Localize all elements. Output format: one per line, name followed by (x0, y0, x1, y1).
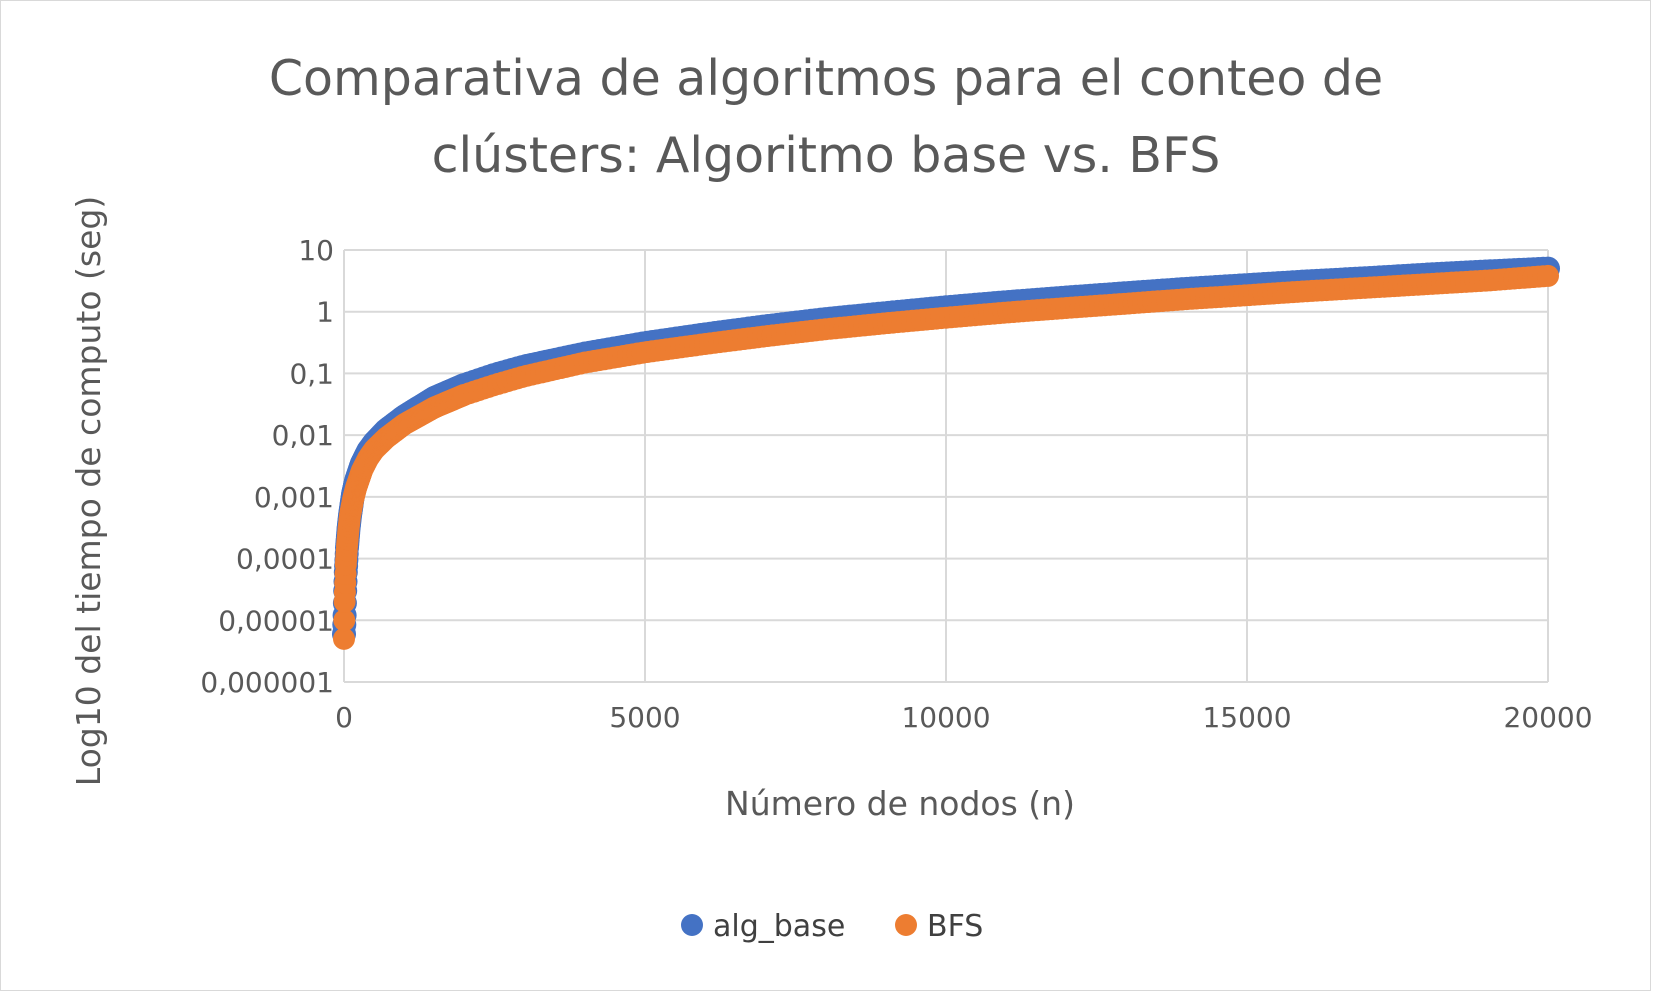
y-tick-label: 0,001 (254, 481, 334, 514)
y-axis-title: Log10 del tiempo de computo (seg) (69, 196, 108, 786)
title-line-2: clústers: Algoritmo base vs. BFS (432, 127, 1221, 184)
y-tick-label: 1 (316, 296, 334, 329)
y-axis-ticks: 10 1 0,1 0,01 0,001 0,0001 0,00001 0,000001 (200, 234, 334, 699)
title-line-1: Comparativa de algoritmos para el conteo… (269, 50, 1383, 107)
x-tick-label: 15000 (1202, 701, 1291, 734)
legend-label-alg_base: alg_base (713, 909, 845, 944)
legend-marker-alg_base (681, 914, 703, 936)
legend-label-BFS: BFS (927, 909, 983, 944)
y-tick-label: 10 (298, 234, 334, 267)
y-tick-label: 0,000001 (200, 666, 334, 699)
data-point (1537, 264, 1559, 287)
x-tick-label: 10000 (901, 701, 990, 734)
series-layer (332, 256, 1560, 650)
data-point (333, 627, 355, 650)
legend: alg_base BFS (681, 909, 983, 944)
y-tick-label: 0,00001 (218, 604, 334, 637)
y-tick-label: 0,01 (272, 419, 334, 452)
x-tick-label: 0 (335, 701, 353, 734)
series-BFS (333, 264, 1559, 650)
data-point (333, 609, 356, 632)
x-axis-ticks: 0 5000 10000 15000 20000 (335, 701, 1592, 734)
x-tick-label: 20000 (1503, 701, 1592, 734)
y-tick-label: 0,0001 (236, 543, 334, 576)
y-tick-label: 0,1 (289, 357, 334, 390)
legend-marker-BFS (895, 914, 917, 936)
x-tick-label: 5000 (609, 701, 680, 734)
chart-title: Comparativa de algoritmos para el conteo… (269, 50, 1383, 184)
x-axis-title: Número de nodos (n) (725, 784, 1075, 823)
